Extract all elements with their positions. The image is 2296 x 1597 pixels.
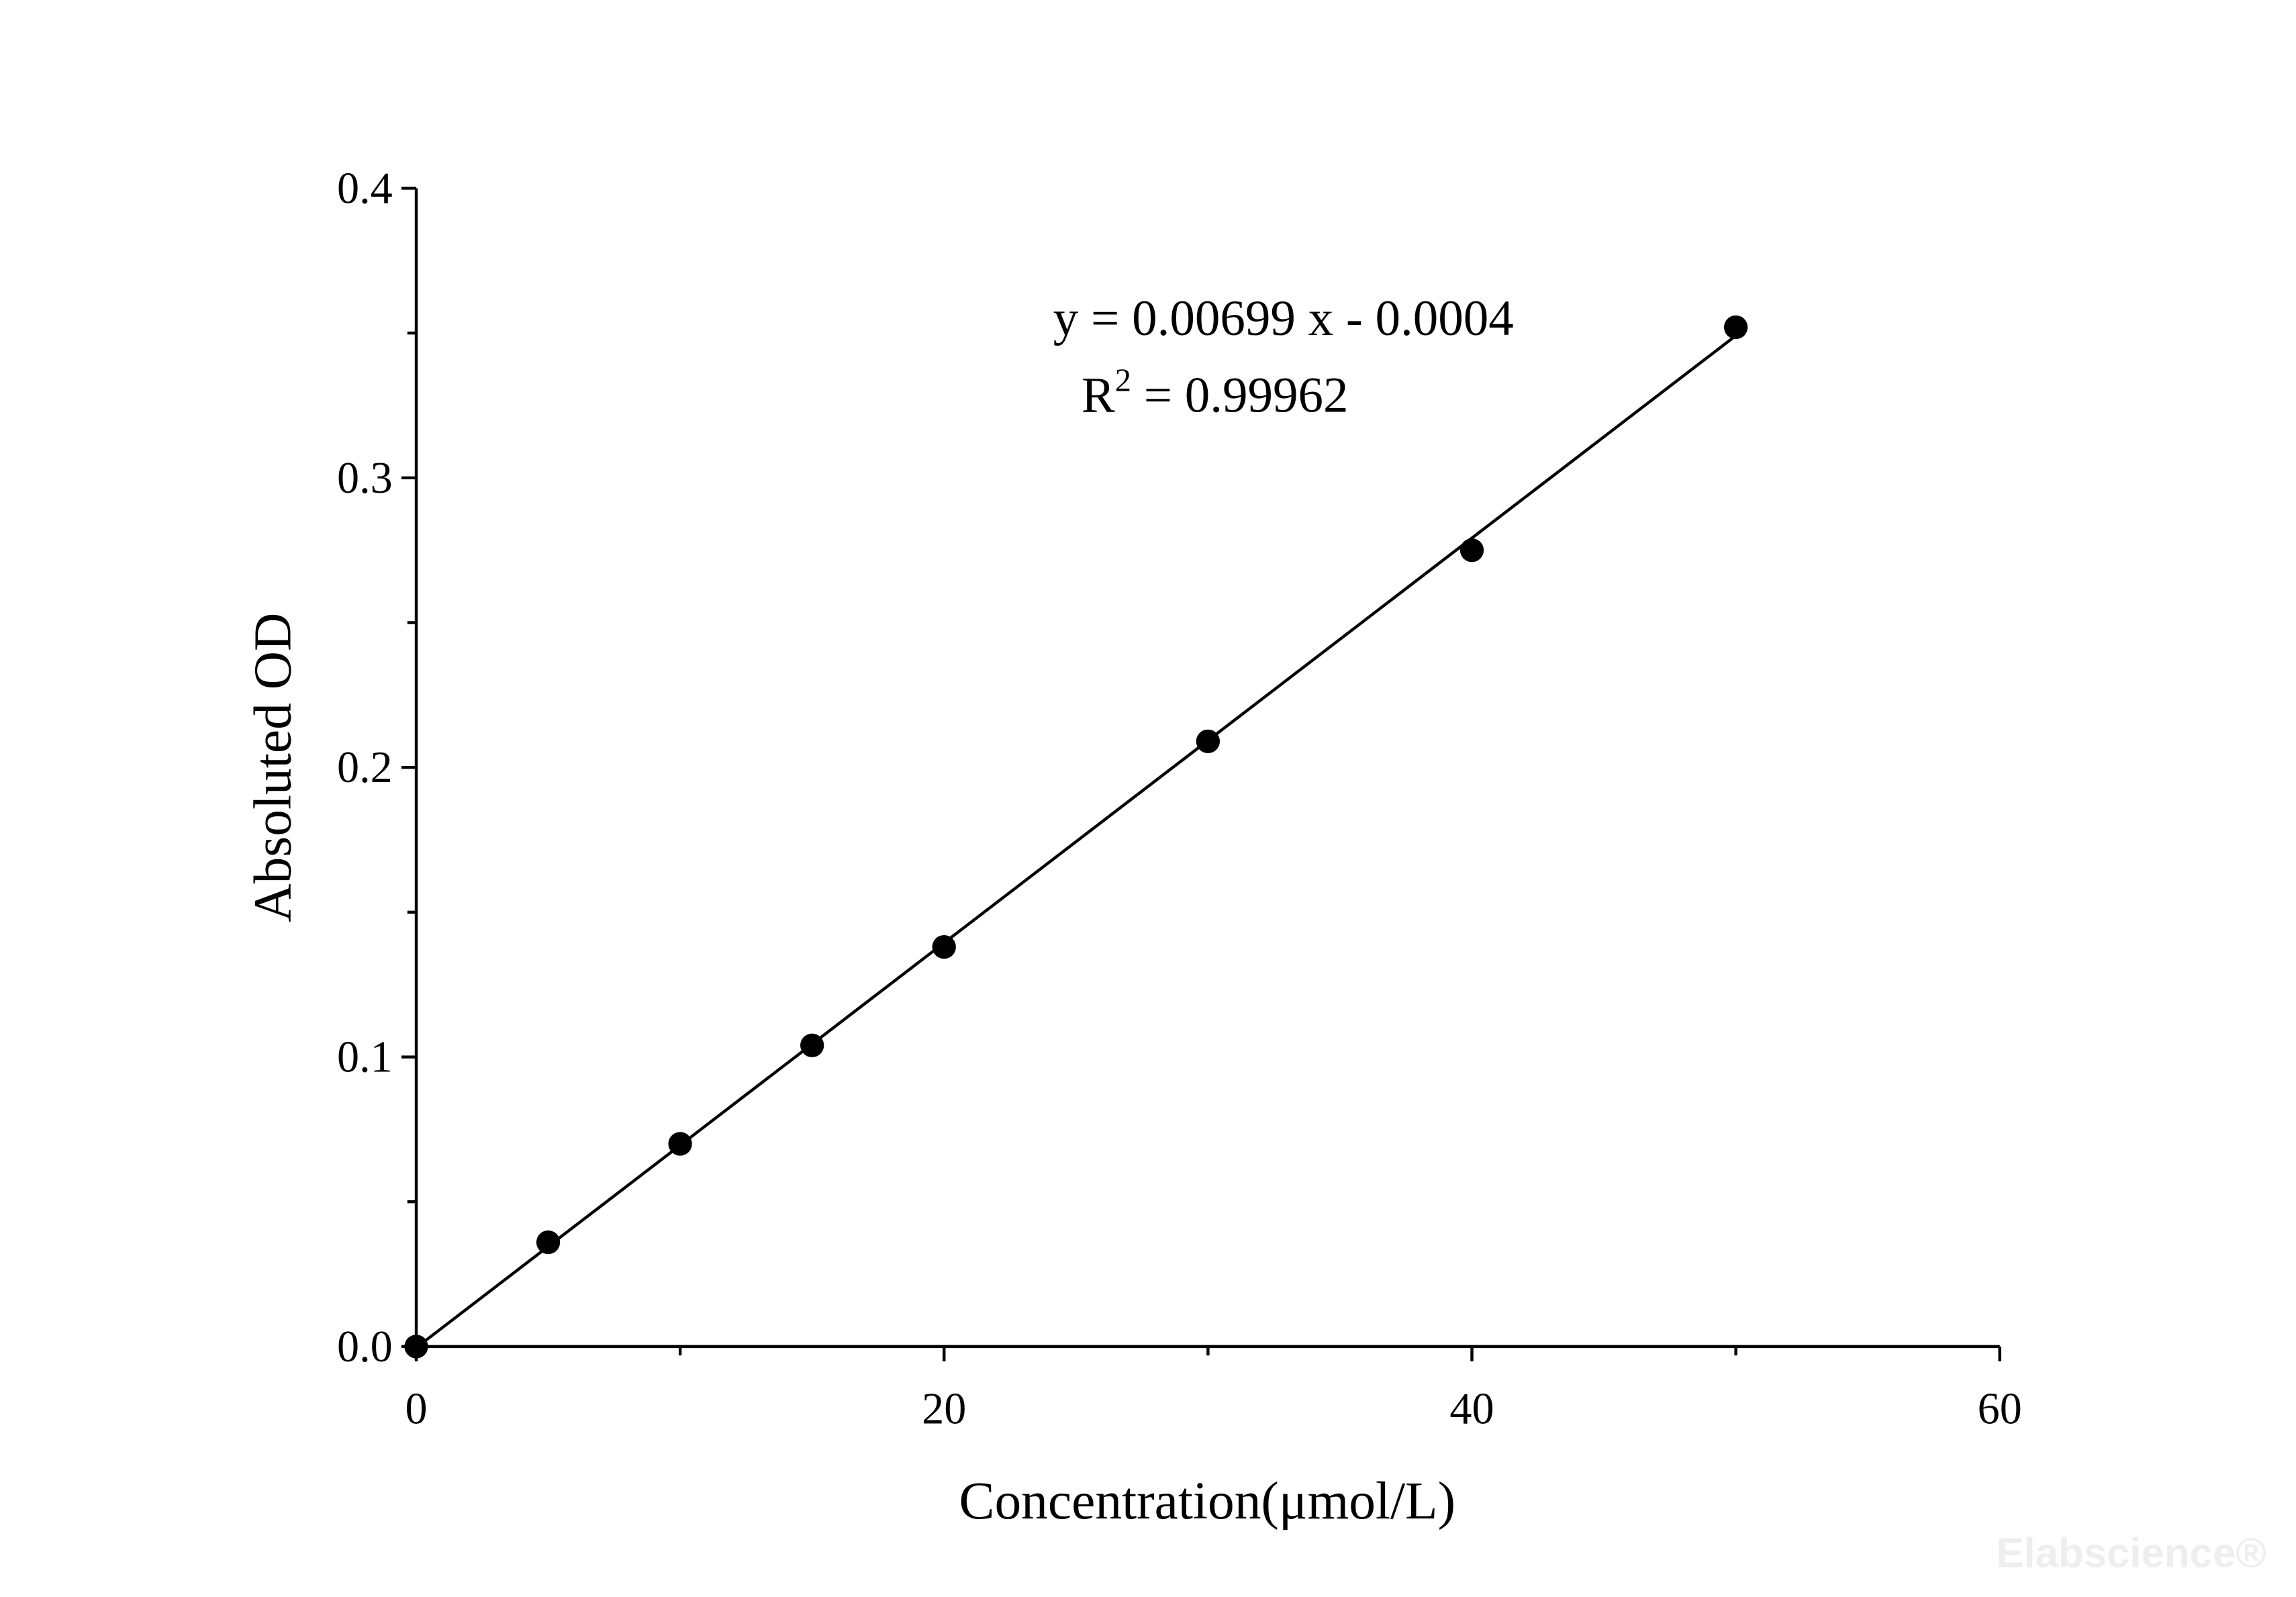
data-point — [932, 934, 956, 959]
data-point — [1723, 315, 1748, 340]
data-point — [1460, 538, 1484, 563]
y-tick-label: 0.4 — [337, 164, 393, 213]
y-axis-label: Absoluted OD — [243, 613, 302, 922]
y-tick-label: 0.0 — [337, 1322, 393, 1371]
r-squared: R2 = 0.99962 — [1082, 363, 1349, 424]
data-point — [536, 1230, 561, 1255]
y-tick-label: 0.2 — [337, 743, 393, 792]
x-tick-label: 40 — [1449, 1385, 1494, 1434]
x-axis-label: Concentration(μmol/L) — [959, 1471, 1455, 1531]
y-tick-label: 0.3 — [337, 454, 393, 503]
r-value: = 0.99962 — [1131, 368, 1349, 424]
fit-line — [415, 334, 1737, 1349]
equation: y = 0.00699 x - 0.0004 — [1053, 291, 1514, 346]
y-tick-label: 0.1 — [337, 1033, 393, 1082]
x-tick-label: 0 — [405, 1385, 427, 1434]
r-symbol: R — [1082, 368, 1115, 424]
x-tick-label: 60 — [1978, 1385, 2022, 1434]
x-tick-label: 20 — [922, 1385, 966, 1434]
superscript: 2 — [1115, 363, 1131, 399]
watermark: Elabscience® — [1996, 1531, 2266, 1577]
